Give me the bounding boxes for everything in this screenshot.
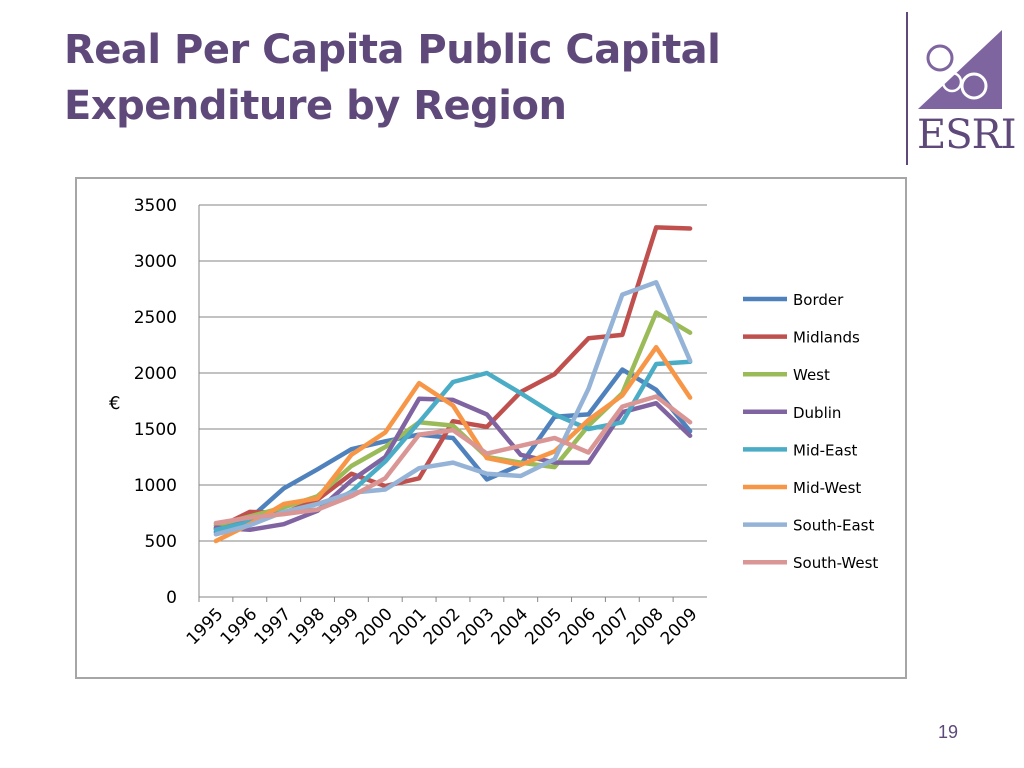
slide-title-line1: Real Per Capita Public Capital [64, 27, 721, 73]
chart-legend: Border Midlands West Dublin Mid-East Mid-West… [743, 291, 878, 572]
series-line-south-west [213, 394, 693, 526]
legend-label: South-West [793, 554, 878, 572]
x-tick-label: 2001 [386, 604, 431, 649]
slide-title-line2: Expenditure by Region [64, 83, 567, 129]
series-line-south-east [213, 280, 693, 537]
y-tick-label: 0 [166, 588, 177, 608]
y-tick-label: 2000 [134, 364, 177, 384]
y-tick-label: 1500 [134, 420, 177, 440]
x-tick-label: 1996 [217, 604, 262, 649]
legend-label: Mid-East [793, 441, 858, 459]
legend-label: Dublin [793, 404, 841, 422]
x-tick-label: 1998 [284, 604, 329, 649]
y-tick-label: 1000 [134, 476, 177, 496]
series-line-midlands [213, 225, 693, 531]
esri-logo-text: ESRI [917, 112, 1017, 158]
legend-label: South-East [793, 517, 874, 535]
x-tick-label: 2008 [623, 604, 668, 649]
x-tick-label: 2009 [657, 604, 702, 649]
series-line-dublin [213, 396, 693, 533]
slide-title: Real Per Capita Public Capital Expenditu… [64, 22, 764, 134]
x-axis-ticks: 1995199619971998199920002001200220032004… [183, 604, 702, 649]
x-tick-label: 2003 [454, 604, 499, 649]
x-tick-label: 2000 [352, 604, 397, 649]
chart-lines [213, 225, 693, 544]
y-tick-label: 3500 [134, 196, 177, 216]
y-tick-label: 500 [145, 532, 177, 552]
y-tick-label: 3000 [134, 252, 177, 272]
esri-logo-mark [906, 12, 1002, 165]
series-line-border [213, 367, 693, 535]
page-number: 19 [938, 722, 959, 742]
x-tick-label: 2007 [589, 604, 634, 649]
x-tick-label: 1997 [250, 604, 295, 649]
x-tick-label: 1999 [318, 604, 363, 649]
legend-label: West [793, 366, 830, 384]
x-tick-label: 2004 [488, 604, 533, 649]
x-tick-label: 2006 [555, 604, 600, 649]
chart-frame: 0 500 1000 1500 2000 2500 3000 3500 1995 1996 199… [75, 177, 907, 679]
x-tick-label: 1995 [183, 604, 228, 649]
legend-label: Border [793, 291, 844, 309]
esri-logo [904, 12, 1004, 168]
y-tick-label: 2500 [134, 308, 177, 328]
x-tick-label: 2005 [521, 604, 566, 649]
y-axis-label: € [109, 393, 120, 414]
x-tick-label: 2002 [420, 604, 465, 649]
legend-label: Midlands [793, 329, 860, 347]
legend-label: Mid-West [793, 479, 861, 497]
y-axis-ticks: 0 500 1000 1500 2000 2500 3000 3500 [134, 196, 177, 608]
series-line-mid-west [213, 344, 693, 544]
